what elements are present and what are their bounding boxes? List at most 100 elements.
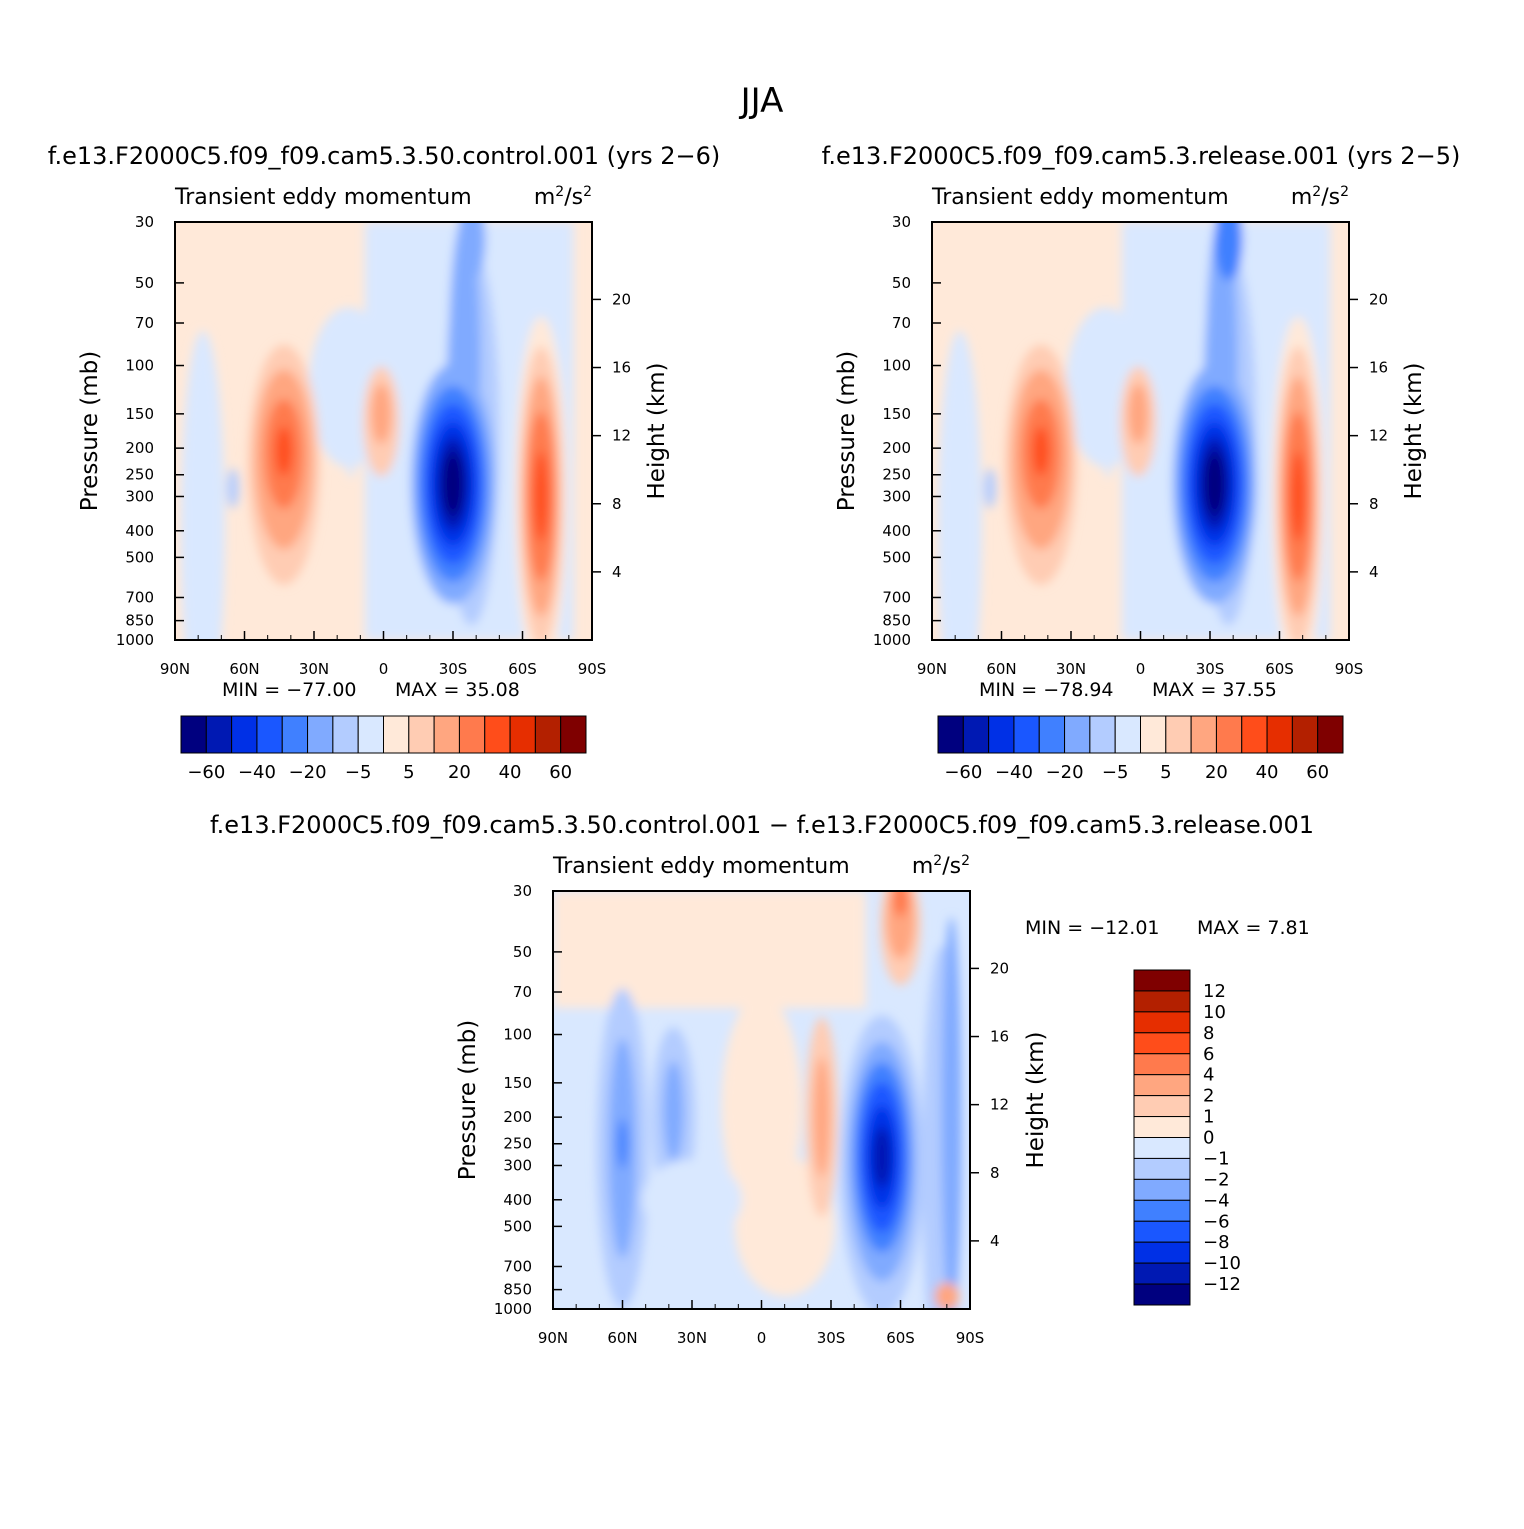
colorbar-box	[1133, 1262, 1191, 1285]
y-tick-label: 50	[513, 943, 532, 961]
colorbar-box	[1133, 1095, 1191, 1118]
panel-title: f.e13.F2000C5.f09_f09.cam5.3.50.control.…	[210, 811, 1314, 839]
min-stat: MIN = −78.94	[979, 679, 1114, 701]
y-tick-label: 700	[503, 1257, 532, 1275]
y-tick-label: 200	[125, 439, 154, 457]
x-tick-label: 30S	[1196, 660, 1225, 678]
x-tick-label: 30S	[439, 660, 468, 678]
colorbar-box	[1133, 1157, 1191, 1180]
y-tick-label: 100	[882, 357, 911, 375]
contour-band	[813, 1057, 830, 1178]
colorbar-label: −10	[1203, 1253, 1241, 1274]
colorbar-box	[534, 715, 562, 754]
contour-band	[734, 1156, 835, 1297]
contour-band	[642, 1159, 742, 1240]
y-tick-label: 400	[125, 522, 154, 540]
colorbar-box	[256, 715, 283, 754]
contour-band	[346, 418, 357, 479]
colorbar-box	[937, 715, 964, 754]
contour-layer	[180, 222, 574, 640]
y-tick-label: 500	[125, 548, 154, 566]
contour-band	[941, 917, 962, 1309]
colorbar-box	[383, 715, 410, 754]
y-axis-right-label: Height (km)	[644, 362, 670, 499]
colorbar-box	[205, 715, 233, 754]
colorbar-box	[1140, 715, 1167, 754]
colorbar-label: −20	[1046, 762, 1084, 783]
y-right-tick-label: 20	[1369, 290, 1388, 308]
colorbar-box	[1190, 715, 1217, 754]
colorbar-box	[1013, 715, 1040, 754]
colorbar-box	[962, 715, 990, 754]
colorbar-box	[433, 715, 460, 754]
colorbar-label: −1	[1203, 1148, 1230, 1169]
colorbar-label: 12	[1203, 981, 1226, 1002]
y-tick-label: 700	[125, 588, 154, 606]
y-tick-label: 1000	[873, 631, 911, 649]
contour-band	[457, 222, 486, 281]
contour-band	[983, 468, 996, 509]
colorbar-label: 6	[1203, 1044, 1214, 1065]
y-tick-label: 400	[882, 522, 911, 540]
y-tick-label: 70	[892, 314, 911, 332]
colorbar-box	[484, 715, 511, 754]
figure-title: JJA	[739, 81, 784, 121]
y-tick-label: 100	[503, 1026, 532, 1044]
y-tick-label: 70	[513, 983, 532, 1001]
colorbar: −60 −40 −20 −5 5 20 40 60	[937, 715, 1344, 783]
x-tick-label: 90S	[1335, 660, 1364, 678]
x-tick-label: 0	[1136, 660, 1146, 678]
max-stat: MAX = 7.81	[1197, 917, 1310, 939]
colorbar-label: −5	[1102, 762, 1129, 783]
x-tick-label: 60N	[607, 1329, 637, 1347]
colorbar-box	[1133, 1032, 1191, 1055]
min-stat: MIN = −77.00	[222, 679, 357, 701]
colorbar-label: 60	[1306, 762, 1329, 783]
colorbar-label: 5	[403, 762, 414, 783]
contour-band	[1128, 383, 1149, 444]
colorbar-box	[180, 715, 207, 754]
y-tick-label: 300	[882, 487, 911, 505]
panel-subtitle: Transient eddy momentum	[931, 185, 1229, 210]
colorbar-box	[1241, 715, 1268, 754]
panel-release: f.e13.F2000C5.f09_f09.cam5.3.release.001…	[822, 142, 1461, 783]
max-stat: MAX = 35.08	[395, 679, 520, 701]
x-tick-label: 0	[757, 1329, 767, 1347]
colorbar-label: −5	[345, 762, 372, 783]
y-tick-label: 400	[503, 1191, 532, 1209]
colorbar-label: 40	[1256, 762, 1279, 783]
y-tick-label: 500	[882, 548, 911, 566]
contour-band	[937, 330, 982, 640]
y-tick-label: 150	[882, 405, 911, 423]
colorbar-box	[307, 715, 334, 754]
contour-band	[1204, 451, 1225, 516]
panel-title: f.e13.F2000C5.f09_f09.cam5.3.50.control.…	[48, 142, 721, 170]
colorbar-box	[1133, 1199, 1191, 1222]
colorbar-box	[281, 715, 309, 754]
y-tick-label: 30	[135, 213, 154, 231]
contour-layer	[553, 891, 963, 1309]
colorbar-label: −60	[944, 762, 982, 783]
x-tick-label: 60N	[229, 660, 259, 678]
colorbar-box	[1133, 1074, 1191, 1097]
y-tick-label: 500	[503, 1217, 532, 1235]
colorbar-label: 40	[499, 762, 522, 783]
colorbar-box	[1133, 1178, 1191, 1201]
y-right-tick-label: 12	[612, 427, 631, 445]
contour-band	[617, 1118, 628, 1169]
colorbar-box	[1133, 1011, 1191, 1034]
panel-subtitle: Transient eddy momentum	[174, 185, 472, 210]
y-axis-label: Pressure (mb)	[77, 351, 103, 511]
x-tick-label: 60S	[1265, 660, 1294, 678]
colorbar-box	[1133, 1241, 1191, 1264]
colorbar-label: −20	[289, 762, 327, 783]
y-tick-label: 30	[892, 213, 911, 231]
y-right-tick-label: 8	[612, 495, 622, 513]
x-tick-label: 30S	[817, 1329, 846, 1347]
colorbar-box	[1133, 1137, 1191, 1159]
contour-field	[932, 222, 1349, 640]
y-right-tick-label: 12	[990, 1096, 1009, 1114]
colorbar-box	[1133, 969, 1191, 992]
y-right-tick-label: 8	[990, 1164, 1000, 1182]
